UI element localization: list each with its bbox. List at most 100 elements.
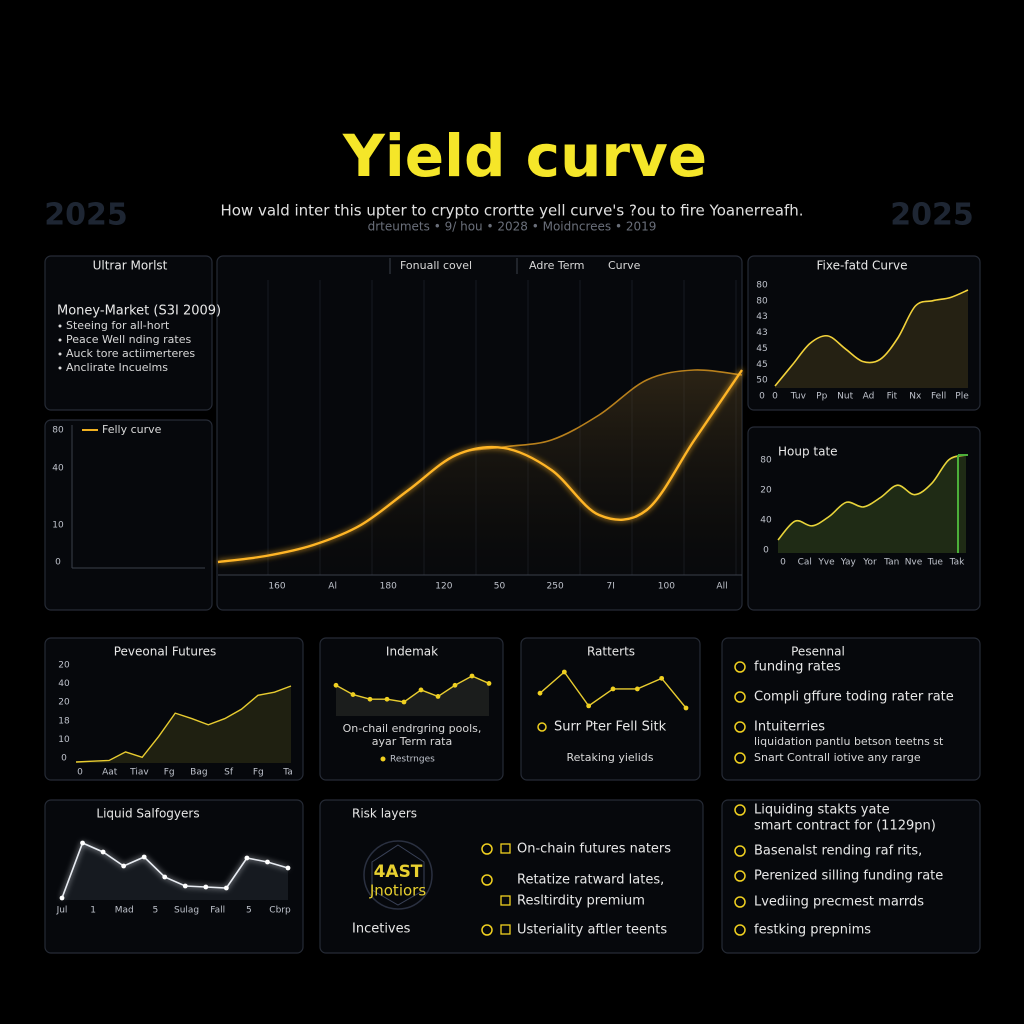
- x-tick-label: Al: [328, 582, 337, 592]
- list-item: Resltirdity premium: [517, 894, 645, 909]
- icon: [734, 691, 746, 703]
- logo-icon: [363, 840, 433, 910]
- y-tick-label: 10: [52, 521, 64, 531]
- y-tick-label: 0: [763, 546, 769, 556]
- x-tick-label: Yor: [862, 558, 877, 568]
- point: [265, 859, 270, 865]
- icon: [734, 661, 746, 673]
- x-tick-label: Tue: [927, 558, 944, 568]
- x-tick-label: Fg: [253, 768, 264, 778]
- point: [634, 686, 640, 692]
- icon: [734, 870, 746, 882]
- icon: [734, 804, 746, 816]
- y-tick-label: 80: [52, 426, 64, 436]
- icons: [734, 661, 746, 764]
- point: [586, 703, 592, 709]
- x-tick-label: Ple: [955, 392, 969, 402]
- x-tick-label: Ta: [282, 768, 293, 778]
- panel: [747, 255, 981, 411]
- panel-title: Risk layers: [352, 807, 417, 821]
- panel: [319, 637, 504, 781]
- point: [683, 705, 689, 711]
- panel-title: Peveonal Futures: [114, 645, 217, 659]
- point: [80, 840, 85, 846]
- y-tick-label: 45: [756, 360, 767, 370]
- x-tick-label: 100: [658, 582, 675, 592]
- list-item: Auck tore actiimerteres: [66, 347, 195, 360]
- legend-label: Adre Term: [529, 259, 585, 272]
- note: ayar Term rata: [372, 735, 453, 748]
- bullets: [58, 324, 62, 370]
- point: [285, 865, 291, 871]
- x-tick-label: 7I: [607, 582, 615, 592]
- panel: [747, 426, 981, 611]
- x-tick-label: Tan: [883, 558, 899, 568]
- y-tick-label: 45: [756, 344, 767, 354]
- icons: [481, 843, 511, 936]
- bullet: [58, 338, 62, 342]
- point: [486, 681, 492, 686]
- x-tick-label: Fell: [931, 392, 946, 402]
- icons: [734, 804, 746, 936]
- y-tick-label: 43: [756, 312, 767, 322]
- icon: [500, 895, 511, 906]
- y-tick-label: 20: [58, 661, 70, 671]
- point: [223, 885, 229, 891]
- panel: [44, 255, 213, 411]
- y-tick-label: 0: [759, 392, 765, 402]
- icon: [734, 845, 746, 857]
- icon: [500, 924, 511, 935]
- legend-label: Fonuall covel: [400, 259, 472, 272]
- point: [401, 699, 407, 705]
- icon: [481, 924, 493, 936]
- year-label: 2025: [44, 198, 128, 233]
- area: [62, 843, 288, 900]
- x-tick-label: Tak: [949, 558, 966, 568]
- x-tick-label: 50: [494, 582, 506, 592]
- icon: [734, 721, 746, 733]
- list-item: Surr Pter Fell Sitk: [554, 720, 667, 735]
- x-tick-label: 0: [772, 392, 778, 402]
- list-item: Perenized silling funding rate: [754, 869, 943, 884]
- point: [350, 692, 356, 697]
- point: [182, 883, 188, 889]
- icon: [500, 843, 511, 854]
- x-tick-label: 160: [268, 582, 285, 592]
- x-tick-label: 5: [153, 906, 159, 916]
- y-tick-label: 80: [756, 296, 768, 306]
- line: [75, 685, 292, 763]
- panel-title: Liquid Salfogyers: [96, 807, 199, 821]
- point: [203, 884, 209, 890]
- list-item: Usteriality aftler teents: [517, 923, 667, 938]
- line: [335, 675, 490, 703]
- meta: drteumets • 9/ hou • 2028 • Moidncrees •…: [368, 220, 657, 234]
- logo-text: 4AST: [374, 862, 423, 882]
- list-item: Liquiding stakts yate: [754, 803, 890, 818]
- panel: [721, 799, 981, 954]
- list-item: Anclirate Incuelms: [66, 361, 168, 374]
- legend-swatch: [380, 756, 386, 762]
- x-tick-label: 0: [77, 768, 83, 778]
- y-tick-label: 80: [760, 456, 772, 466]
- list-item: Retaking yielids: [566, 751, 653, 764]
- point: [537, 690, 543, 696]
- point: [561, 669, 567, 675]
- x-tick-label: Cbrp: [269, 906, 291, 916]
- x-tick-label: Nve: [905, 558, 923, 568]
- point: [418, 687, 424, 693]
- x-tick-label: Fall: [210, 906, 225, 916]
- x-tick-label: Pp: [816, 392, 827, 402]
- y-tick-label: 10: [58, 735, 70, 745]
- note: On-chail endrgring pools,: [343, 722, 482, 735]
- x-tick-label: Tiav: [129, 768, 149, 778]
- list-item: Lvediing precmest marrds: [754, 895, 924, 910]
- point: [384, 696, 390, 702]
- point: [141, 854, 147, 860]
- point: [333, 682, 339, 688]
- icon: [481, 874, 493, 886]
- point: [469, 673, 475, 679]
- x-tick-label: Cal: [798, 558, 812, 568]
- x-tick-label: Mad: [115, 906, 134, 916]
- x-tick-label: 0: [780, 558, 786, 568]
